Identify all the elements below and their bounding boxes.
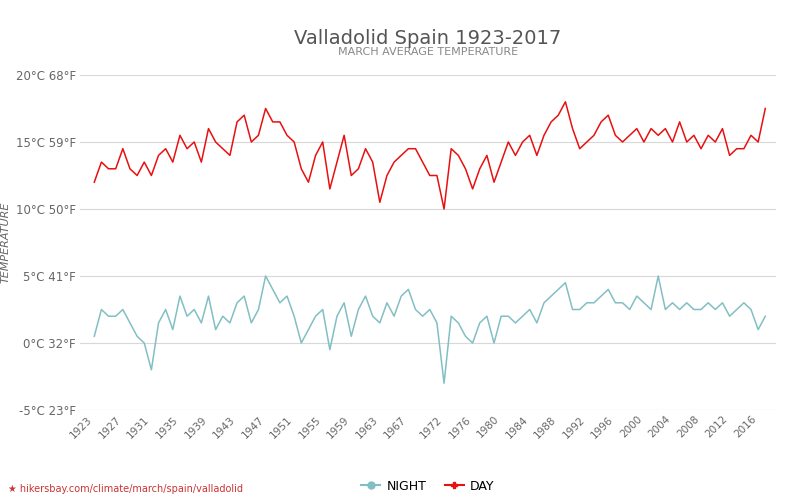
Legend: NIGHT, DAY: NIGHT, DAY [357, 474, 499, 498]
Y-axis label: TEMPERATURE: TEMPERATURE [0, 202, 10, 283]
Text: ★ hikersbay.com/climate/march/spain/valladolid: ★ hikersbay.com/climate/march/spain/vall… [8, 484, 243, 494]
Title: Valladolid Spain 1923-2017: Valladolid Spain 1923-2017 [294, 30, 562, 48]
Text: MARCH AVERAGE TEMPERATURE: MARCH AVERAGE TEMPERATURE [338, 46, 518, 56]
